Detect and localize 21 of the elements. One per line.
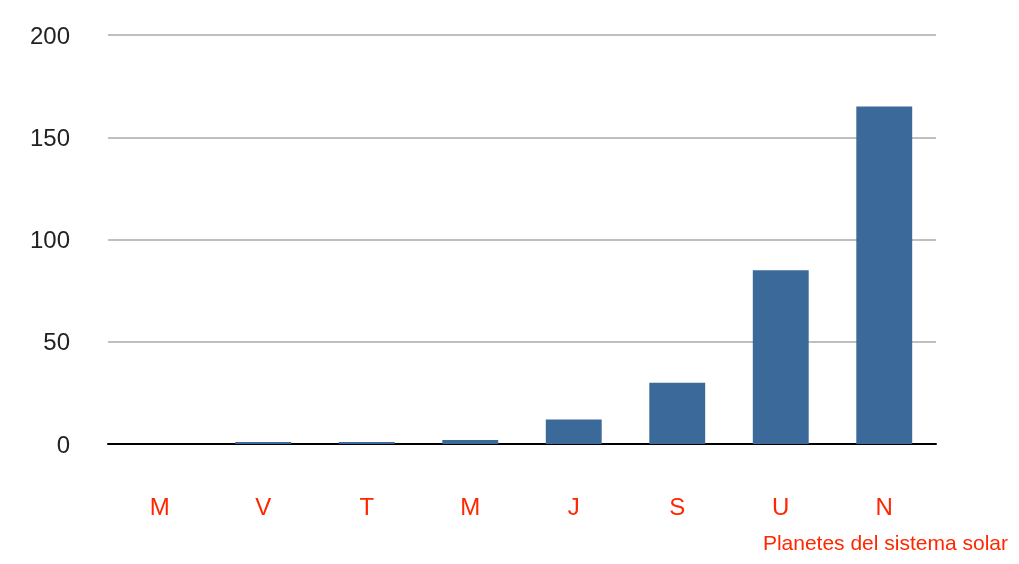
y-tick-label: 0 — [56, 430, 70, 458]
y-tick-label: 150 — [29, 123, 70, 151]
y-tick-label: 50 — [43, 328, 70, 356]
x-tick-label: M — [460, 492, 481, 520]
x-axis-title: Planetes del sistema solar — [762, 531, 1008, 554]
x-tick-label: N — [875, 492, 893, 520]
x-tick-label: M — [149, 492, 170, 520]
x-tick-label: J — [567, 492, 580, 520]
bar — [649, 382, 706, 444]
bar — [856, 106, 913, 444]
bar — [235, 441, 292, 444]
y-tick-label: 200 — [29, 21, 70, 49]
y-tick-label: 100 — [29, 226, 70, 253]
bar — [545, 419, 602, 444]
bar — [752, 270, 809, 444]
x-tick-label: U — [772, 492, 790, 520]
x-tick-label: T — [359, 492, 375, 520]
bar — [338, 441, 395, 444]
x-tick-label: S — [669, 492, 686, 520]
bar — [442, 439, 499, 444]
x-tick-label: V — [255, 492, 272, 520]
